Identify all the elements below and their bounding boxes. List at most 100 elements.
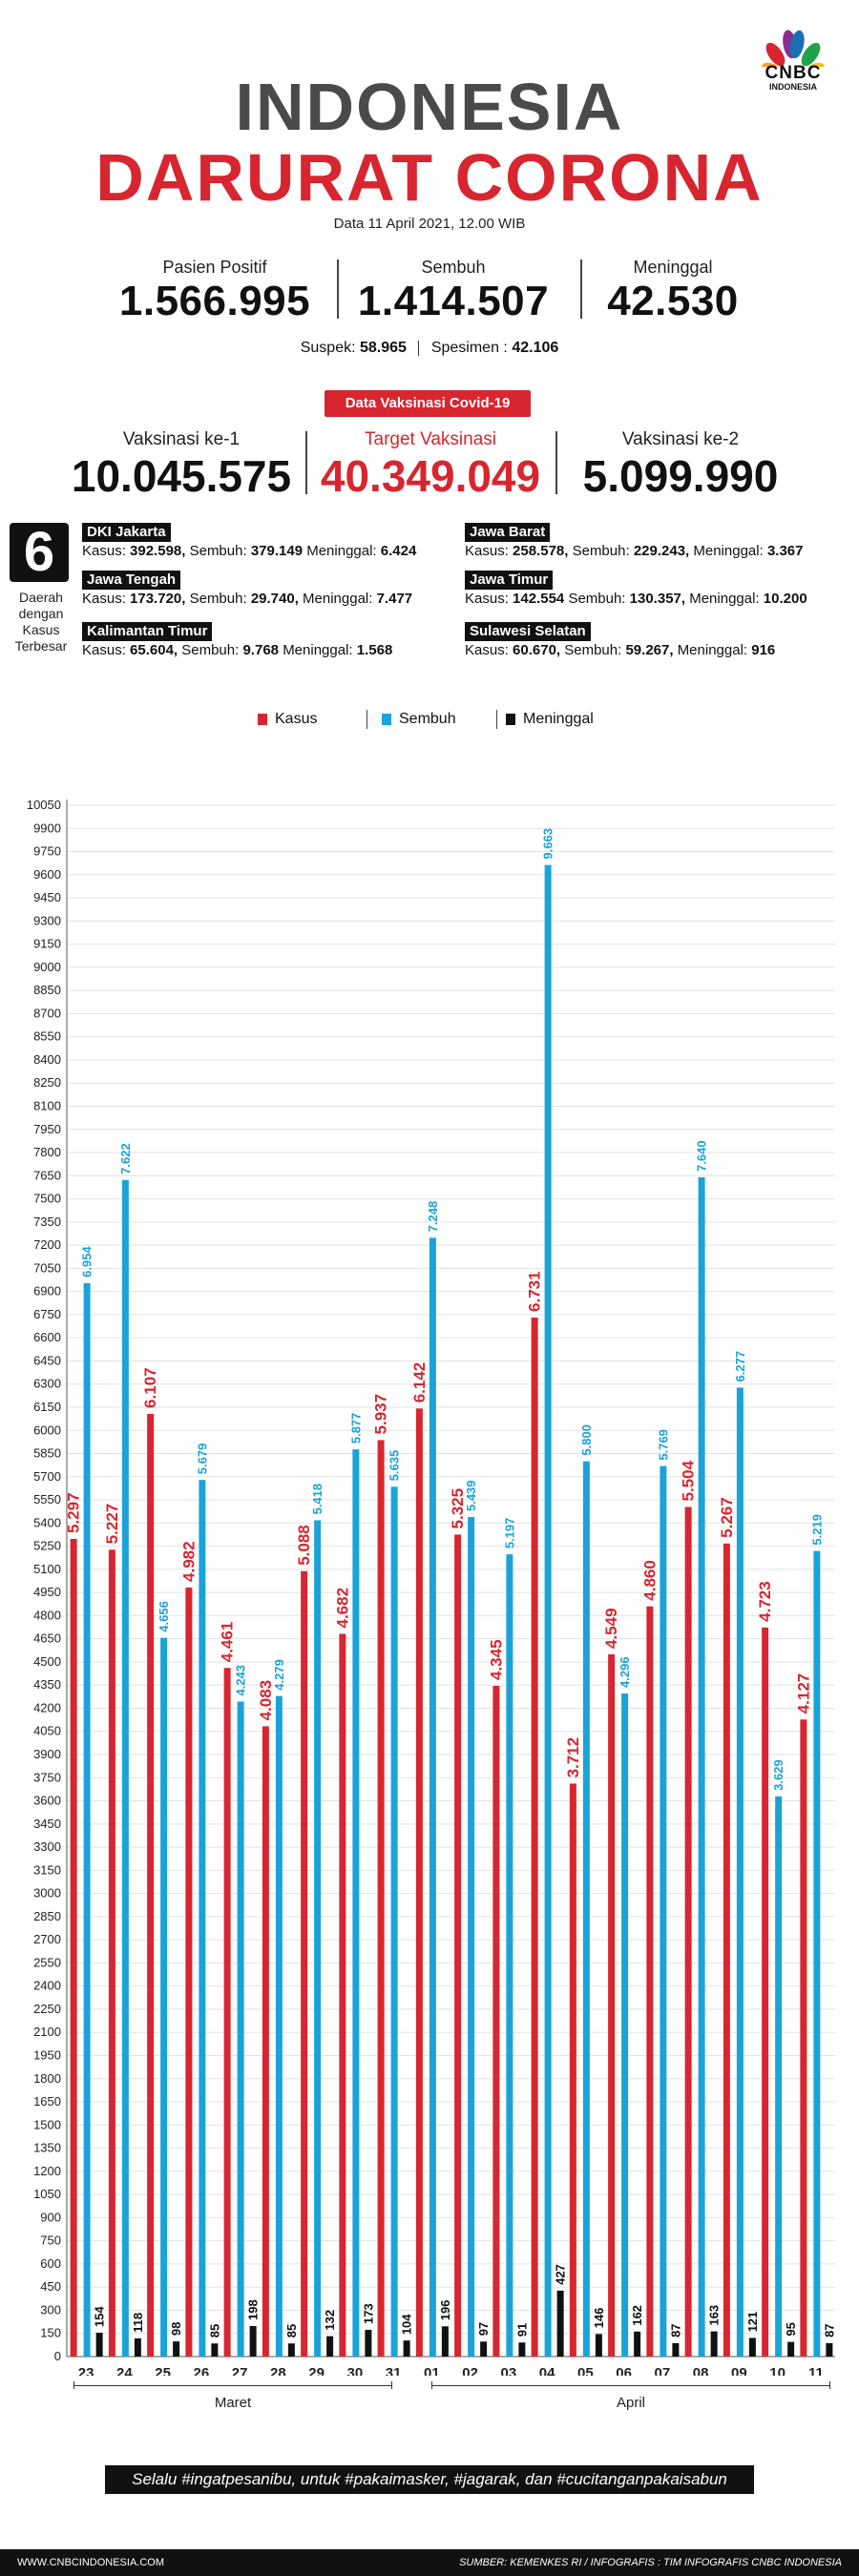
meninggal-label: Meninggal:	[303, 591, 373, 607]
meninggal-label: Meninggal:	[677, 642, 748, 658]
meninggal-label: Meninggal:	[306, 543, 377, 559]
data-label-kasus: 3.712	[564, 1737, 582, 1778]
bar-sembuh	[314, 1520, 322, 2357]
region-name: DKI Jakarta	[82, 523, 171, 542]
suspek-spesimen-line: Suspek: 58.965 Spesimen : 42.106	[0, 340, 859, 357]
region-name: Jawa Tengah	[82, 571, 181, 590]
y-tick-label: 7800	[33, 1145, 61, 1159]
data-label-sembuh: 6.954	[80, 1246, 94, 1278]
y-tick-label: 6000	[33, 1423, 61, 1437]
x-tick-label: 26	[194, 2365, 210, 2376]
bar-kasus	[762, 1627, 769, 2357]
bar-sembuh	[582, 1461, 590, 2357]
meninggal-label: Meninggal:	[283, 642, 353, 658]
data-label-meninggal: 98	[169, 2322, 183, 2336]
vak-value: 10.045.575	[71, 451, 292, 501]
y-tick-label: 9300	[33, 913, 61, 927]
x-tick-label: 31	[386, 2365, 402, 2376]
target-vaksinasi: Target Vaksinasi 40.349.049	[311, 429, 550, 502]
divider	[555, 431, 557, 494]
bar-kasus	[531, 1317, 538, 2357]
x-tick-label: 05	[577, 2365, 594, 2376]
data-label-sembuh: 7.622	[118, 1143, 133, 1174]
meninggal-value: 6.424	[380, 543, 417, 559]
y-tick-label: 7500	[33, 1192, 61, 1206]
x-tick-label: 04	[539, 2365, 555, 2376]
region-name: Sulawesi Selatan	[465, 622, 591, 641]
vaksinasi-1: Vaksinasi ke-1 10.045.575	[57, 429, 305, 502]
data-label-kasus: 4.860	[640, 1560, 659, 1601]
x-tick-label: 25	[155, 2365, 171, 2376]
y-tick-label: 8100	[33, 1098, 61, 1112]
data-label-meninggal: 162	[630, 2305, 644, 2326]
y-tick-label: 4650	[33, 1631, 61, 1646]
bar-meninggal	[403, 2340, 410, 2357]
divider	[418, 340, 420, 356]
x-tick-label: 28	[270, 2365, 286, 2376]
bar-kasus	[800, 1719, 807, 2357]
legend-item-meninggal: Meninggal	[506, 708, 594, 731]
data-label-kasus: 4.549	[602, 1608, 620, 1649]
region-jawa-tengah: Jawa Tengah Kasus: 173.720, Sembuh: 29.7…	[82, 571, 464, 609]
stat-value: 42.530	[607, 278, 739, 324]
y-tick-label: 450	[40, 2279, 61, 2294]
kasus-label: Kasus:	[82, 543, 126, 559]
data-label-kasus: 5.504	[680, 1460, 698, 1501]
sembuh-label: Sembuh:	[564, 642, 622, 658]
chart-legend: Kasus Sembuh Meninggal	[0, 708, 859, 731]
region-name: Jawa Timur	[465, 571, 554, 590]
y-tick-label: 150	[40, 2326, 61, 2340]
data-label-meninggal: 104	[400, 2314, 414, 2335]
bar-sembuh	[83, 1282, 91, 2357]
x-tick-label: 27	[232, 2365, 248, 2376]
region-sulawesi-selatan: Sulawesi Selatan Kasus: 60.670, Sembuh: …	[465, 622, 856, 660]
bar-kasus	[415, 1408, 423, 2357]
y-tick-label: 3000	[33, 1886, 61, 1901]
legend-item-sembuh: Sembuh	[382, 708, 456, 731]
data-label-meninggal: 87	[668, 2323, 682, 2337]
bar-sembuh	[390, 1486, 398, 2357]
y-tick-label: 6600	[33, 1330, 61, 1344]
y-tick-label: 6900	[33, 1284, 61, 1298]
legend-label: Meninggal	[523, 711, 594, 727]
vaksinasi-2: Vaksinasi ke-2 5.099.990	[561, 429, 800, 502]
region-count-box: 6	[10, 523, 69, 582]
bar-sembuh	[275, 1695, 283, 2357]
y-tick-label: 4950	[33, 1585, 61, 1599]
x-tick-label: 23	[78, 2365, 94, 2376]
legend-swatch	[506, 713, 515, 725]
data-label-kasus: 6.731	[526, 1271, 544, 1312]
data-label-sembuh: 4.296	[618, 1656, 632, 1688]
y-tick-label: 9750	[33, 844, 61, 859]
date-line: Data 11 April 2021, 12.00 WIB	[333, 216, 526, 232]
y-tick-label: 3900	[33, 1747, 61, 1761]
bar-kasus	[339, 1633, 346, 2357]
y-tick-label: 3750	[33, 1770, 61, 1784]
x-tick-label: 24	[116, 2365, 133, 2376]
y-tick-label: 5100	[33, 1562, 61, 1576]
bar-kasus	[301, 1570, 308, 2357]
bar-meninggal	[480, 2341, 488, 2357]
data-label-meninggal: 118	[131, 2313, 145, 2333]
bar-meninggal	[710, 2331, 718, 2357]
data-label-meninggal: 97	[476, 2322, 491, 2336]
x-tick-label: 10	[769, 2365, 786, 2376]
data-label-sembuh: 3.629	[771, 1759, 786, 1791]
stat-meninggal: Meninggal 42.530	[573, 258, 773, 325]
meninggal-label: Meninggal:	[689, 591, 760, 607]
y-tick-label: 5850	[33, 1446, 61, 1461]
data-label-kasus: 5.267	[718, 1497, 736, 1538]
y-tick-label: 8400	[33, 1052, 61, 1067]
bar-sembuh	[352, 1449, 360, 2357]
bar-kasus	[646, 1606, 654, 2357]
y-tick-label: 7350	[33, 1215, 61, 1229]
x-tick-label: 07	[655, 2365, 671, 2376]
divider	[337, 260, 339, 319]
vak-value: 5.099.990	[582, 451, 779, 501]
kasus-label: Kasus:	[465, 591, 509, 607]
bar-kasus	[147, 1413, 155, 2357]
y-tick-label: 1500	[33, 2117, 61, 2131]
y-tick-label: 300	[40, 2302, 61, 2316]
bar-kasus	[108, 1549, 115, 2357]
bar-sembuh	[736, 1387, 744, 2357]
